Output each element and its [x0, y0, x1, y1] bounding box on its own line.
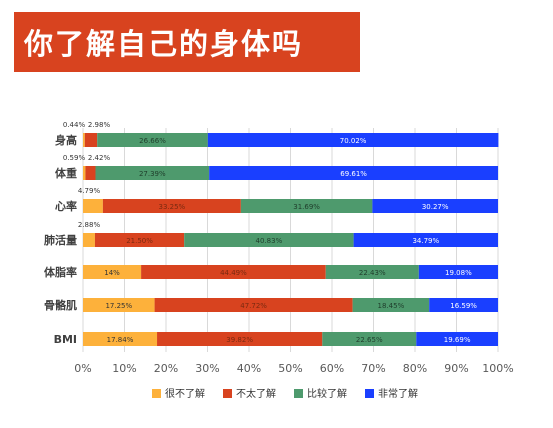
bar-segment: [102, 199, 241, 213]
x-tick-label: 0%: [74, 362, 91, 375]
data-label: 16.59%: [450, 302, 477, 310]
data-label: 70.02%: [340, 137, 367, 145]
legend-label: 不太了解: [236, 387, 276, 400]
category-label: BMI: [54, 333, 77, 346]
data-label: 30.27%: [422, 203, 449, 211]
x-tick-label: 100%: [482, 362, 513, 375]
bar-segment: [83, 233, 95, 247]
bar-segment: [207, 133, 499, 147]
x-tick-label: 80%: [403, 362, 427, 375]
category-label: 体脂率: [44, 265, 77, 279]
bar-segment: [157, 332, 323, 346]
x-tick-label: 70%: [361, 362, 385, 375]
data-label: 4.79%: [78, 187, 101, 195]
bar-segment: [418, 265, 498, 279]
x-tick-label: 90%: [444, 362, 468, 375]
category-label: 心率: [55, 199, 77, 213]
data-label: 22.65%: [356, 336, 383, 344]
bar-segment: [83, 133, 85, 147]
bar-segment: [85, 166, 96, 180]
data-label: 34.79%: [412, 237, 439, 245]
data-label: 44.49%: [220, 269, 247, 277]
category-label: 骨骼肌: [44, 298, 77, 312]
bar-segment: [372, 199, 498, 213]
legend-swatch: [365, 389, 374, 398]
data-label: 2.42%: [88, 154, 111, 162]
legend-swatch: [223, 389, 232, 398]
data-label: 21.50%: [126, 237, 153, 245]
legend-swatch: [152, 389, 161, 398]
bar-segment: [141, 265, 326, 279]
bar-segment: [83, 265, 142, 279]
data-label: 19.69%: [444, 336, 471, 344]
bar-segment: [325, 265, 419, 279]
bar-segment: [352, 298, 430, 312]
data-label: 31.69%: [293, 203, 320, 211]
bar-segment: [97, 133, 208, 147]
title-banner: 你了解自己的身体吗: [14, 12, 360, 72]
data-label: 22.43%: [359, 269, 386, 277]
x-tick-label: 10%: [112, 362, 136, 375]
data-label: 0.59%: [63, 154, 86, 162]
data-label: 40.83%: [256, 237, 283, 245]
data-label: 17.84%: [107, 336, 134, 344]
legend-swatch: [294, 389, 303, 398]
category-label: 体重: [55, 166, 77, 180]
x-tick-label: 50%: [278, 362, 302, 375]
category-label: 肺活量: [44, 233, 77, 247]
data-label: 0.44%: [63, 121, 86, 129]
data-label: 19.08%: [445, 269, 472, 277]
bar-segment: [83, 199, 103, 213]
bar-segment: [94, 233, 185, 247]
bar-segment: [184, 233, 354, 247]
data-label: 69.61%: [340, 170, 367, 178]
x-tick-label: 60%: [320, 362, 344, 375]
bar-segment: [83, 332, 158, 346]
data-label: 2.88%: [78, 221, 101, 229]
bar-segment: [429, 298, 499, 312]
bar-segment: [240, 199, 373, 213]
bar-segment: [95, 166, 210, 180]
data-label: 2.98%: [88, 121, 111, 129]
data-label: 26.66%: [139, 137, 166, 145]
data-label: 39.82%: [226, 336, 253, 344]
data-label: 17.25%: [105, 302, 132, 310]
bar-segment: [322, 332, 417, 346]
x-tick-label: 20%: [154, 362, 178, 375]
x-tick-label: 30%: [195, 362, 219, 375]
data-label: 47.72%: [240, 302, 267, 310]
bar-segment: [154, 298, 353, 312]
category-label: 身高: [55, 133, 77, 147]
bar-segment: [353, 233, 498, 247]
bar-segment: [209, 166, 499, 180]
bar-segment: [83, 298, 155, 312]
legend-label: 非常了解: [378, 387, 418, 400]
bar-segment: [84, 133, 98, 147]
data-label: 14%: [104, 269, 120, 277]
data-label: 18.45%: [378, 302, 405, 310]
legend-label: 很不了解: [165, 387, 205, 400]
data-label: 27.39%: [139, 170, 166, 178]
bar-segment: [416, 332, 498, 346]
data-label: 33.25%: [159, 203, 186, 211]
bar-segment: [83, 166, 86, 180]
page-title: 你了解自己的身体吗: [24, 27, 304, 61]
x-tick-label: 40%: [237, 362, 261, 375]
legend-label: 比较了解: [307, 387, 347, 400]
